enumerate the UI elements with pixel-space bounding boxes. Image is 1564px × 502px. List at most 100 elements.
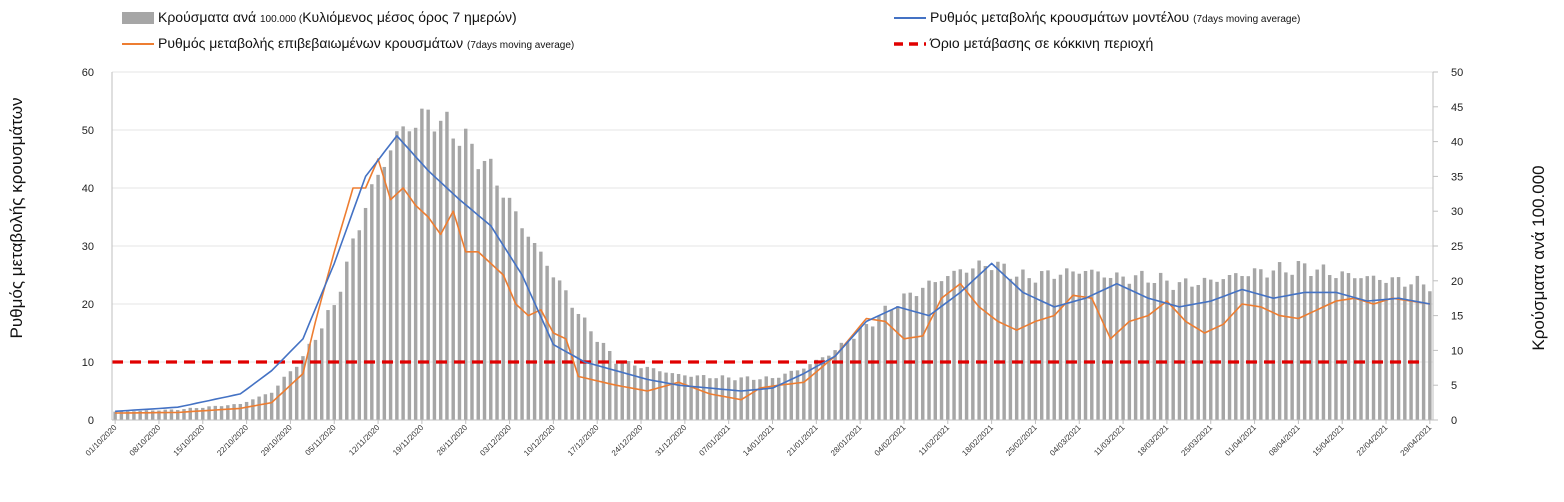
bar (501, 197, 506, 420)
bar (476, 169, 480, 420)
bar (1334, 278, 1338, 420)
x-tick-label: 28/01/2021 (829, 423, 864, 458)
bar (852, 338, 856, 420)
bar (1140, 270, 1144, 420)
x-tick-label: 01/10/2020 (84, 423, 119, 458)
bar (902, 293, 906, 420)
y-right-tick-label: 10 (1451, 345, 1463, 357)
bar (520, 228, 524, 420)
bar (858, 327, 862, 420)
bar (263, 394, 268, 420)
legend-bars-label: Κρούσματα ανά 100.000 (Κυλιόμενος μέσος … (158, 9, 517, 25)
bar (770, 378, 775, 420)
bar (914, 296, 919, 420)
bar (739, 377, 743, 420)
x-tick-label: 05/11/2020 (303, 423, 338, 458)
x-tick-label: 04/03/2021 (1048, 423, 1083, 458)
y-axis-left-title: Ρυθμός μεταβολής κρουσμάτων (7, 98, 26, 339)
bar (1346, 273, 1351, 420)
bar (802, 368, 806, 420)
bar (1202, 277, 1207, 420)
bar (201, 407, 205, 420)
bar (933, 282, 937, 420)
bar (407, 131, 412, 420)
bar (1428, 291, 1432, 420)
x-tick-label: 14/01/2021 (741, 423, 776, 458)
bar (795, 370, 800, 420)
x-tick-label: 03/12/2020 (478, 423, 513, 458)
bar (958, 269, 963, 420)
bar (908, 292, 912, 420)
bar (438, 120, 443, 420)
confirmed-line (115, 158, 1431, 414)
bar (1152, 282, 1157, 420)
bar (1265, 277, 1269, 420)
bar (758, 379, 762, 420)
bar (307, 343, 311, 420)
y-right-tick-label: 25 (1451, 241, 1463, 253)
bar (1077, 273, 1081, 420)
bar (207, 406, 211, 420)
bar (188, 407, 192, 420)
bar (645, 366, 650, 420)
bar (370, 184, 374, 420)
bar (695, 375, 700, 420)
y-left-tick-label: 10 (82, 357, 94, 369)
bar (664, 372, 668, 420)
y-right-tick-label: 5 (1451, 380, 1457, 392)
bar (789, 370, 794, 420)
y-left-tick-label: 40 (82, 183, 94, 195)
bar (870, 326, 875, 420)
x-tick-label: 11/03/2021 (1092, 423, 1127, 458)
bar (420, 108, 424, 421)
bar (883, 305, 887, 420)
bar (582, 317, 587, 420)
bar (1353, 278, 1357, 420)
bar (432, 131, 437, 420)
x-tick-label: 25/03/2021 (1179, 423, 1214, 458)
bar (1127, 283, 1132, 420)
bar (620, 362, 624, 420)
bar (714, 378, 718, 420)
bar (1108, 277, 1113, 420)
bar (701, 375, 706, 420)
bar (845, 342, 850, 420)
bar (608, 350, 612, 420)
bar (426, 109, 430, 421)
bar (1302, 263, 1307, 420)
bar (676, 373, 681, 420)
bar (589, 331, 593, 420)
bar (576, 313, 581, 420)
bar (338, 291, 343, 420)
bar (946, 276, 950, 420)
x-tick-label: 01/04/2021 (1223, 423, 1258, 458)
bar (751, 379, 756, 420)
bar (833, 350, 837, 420)
bar (977, 260, 981, 420)
bar (113, 411, 117, 420)
y-axis-right-title: Κρούσματα ανά 100.000 (1529, 165, 1548, 350)
x-tick-label: 19/11/2020 (391, 423, 426, 458)
bar (132, 411, 136, 420)
bar (1290, 274, 1294, 420)
legend-model-label: Ρυθμός μεταβολής κρουσμάτων μοντέλου (7d… (930, 9, 1300, 25)
bar (294, 366, 299, 420)
y-right-tick-label: 0 (1451, 415, 1457, 427)
x-tick-label: 10/12/2020 (522, 423, 557, 458)
bar (1121, 276, 1125, 420)
bar (1259, 269, 1263, 420)
bar (971, 268, 975, 420)
bar (764, 376, 768, 420)
bar (726, 377, 731, 420)
bar (1359, 278, 1363, 420)
bar (1133, 275, 1138, 420)
bar (1014, 276, 1019, 420)
bar (708, 378, 712, 420)
bar (1065, 268, 1069, 420)
x-tick-label: 08/04/2021 (1267, 423, 1302, 458)
bar (777, 377, 781, 420)
bar (144, 410, 149, 420)
bar (633, 365, 637, 420)
bar (921, 287, 925, 420)
bar (820, 357, 825, 420)
